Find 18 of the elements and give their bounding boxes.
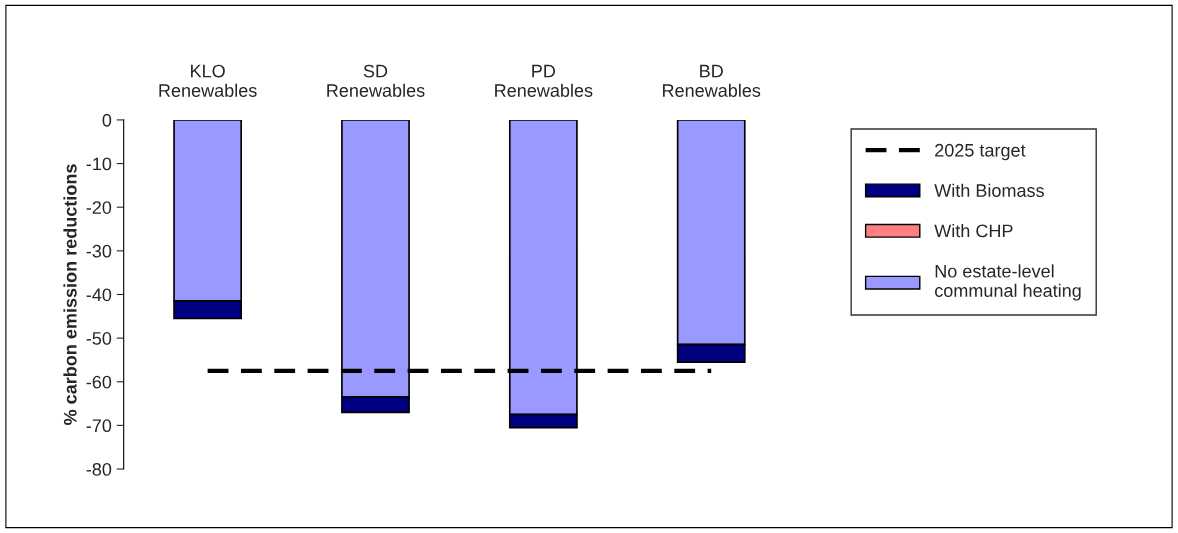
legend-label: With Biomass xyxy=(934,183,1044,197)
x-tick-label: KLO Renewables xyxy=(159,64,257,97)
y-tick-label: -80 xyxy=(86,462,112,476)
y-tick-label: -10 xyxy=(86,157,112,171)
y-axis-title: % carbon emission reductions xyxy=(63,164,77,425)
y-tick-label: -40 xyxy=(86,288,112,302)
y-tick-label: -20 xyxy=(86,201,112,214)
y-tick-label: -30 xyxy=(86,244,112,258)
y-tick-label: 0 xyxy=(102,113,112,127)
y-tick-label: -70 xyxy=(86,419,112,433)
y-tick-label: -60 xyxy=(86,375,112,389)
x-tick-label: PD Renewables xyxy=(495,64,593,97)
x-tick-label: SD Renewables xyxy=(327,64,425,97)
y-tick-label: -50 xyxy=(86,332,112,345)
legend-label: With CHP xyxy=(934,224,1013,238)
x-tick-label: BD Renewables xyxy=(663,64,761,97)
legend-label: No estate-level communal heating xyxy=(935,264,1081,301)
legend-label: 2025 target xyxy=(935,143,1026,161)
